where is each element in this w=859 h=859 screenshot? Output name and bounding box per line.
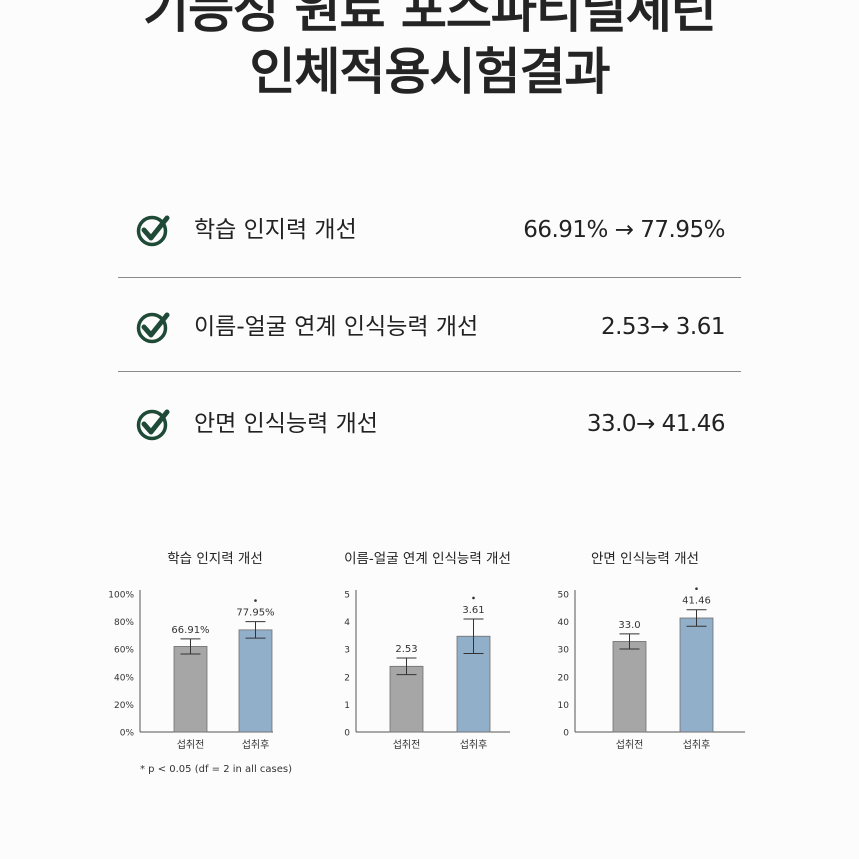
check-circle-icon xyxy=(136,312,170,344)
y-tick-label: 40% xyxy=(114,673,134,683)
data-label: 2.53 xyxy=(395,644,417,655)
bar xyxy=(389,665,424,733)
y-tick-label: 0 xyxy=(344,729,350,739)
result-label: 이름-얼굴 연계 인식능력 개선 xyxy=(194,314,479,340)
chart-name-face: 0 1 2 3 4 5 2.53 섭취전 3.61 섭취후 xyxy=(344,590,510,751)
data-label: 66.91% xyxy=(171,625,209,636)
y-tick-label: 3 xyxy=(344,646,350,656)
y-tick-label: 50 xyxy=(558,591,570,601)
result-row-face: 안면 인식능력 개선 33.0→ 41.46 xyxy=(118,394,741,454)
y-tick-label: 5 xyxy=(344,591,350,601)
bar xyxy=(679,617,714,733)
check-circle-icon xyxy=(136,409,170,441)
result-value: 2.53→ 3.61 xyxy=(600,314,726,340)
data-label: 77.95% xyxy=(236,608,274,619)
y-tick-label: 2 xyxy=(344,673,350,683)
result-row-name-face: 이름-얼굴 연계 인식능력 개선 2.53→ 3.61 xyxy=(118,297,741,357)
bar xyxy=(612,641,647,733)
y-tick-label: 80% xyxy=(114,618,134,628)
y-tick-label: 20 xyxy=(558,673,570,683)
x-tick-label: 섭취전 xyxy=(616,739,644,751)
y-tick-label: 0% xyxy=(120,729,135,739)
y-tick-label: 1 xyxy=(344,701,350,711)
x-tick-label: 섭취전 xyxy=(177,739,205,751)
divider xyxy=(118,277,741,278)
chart-face: 0 10 20 30 40 50 33.0 섭취전 41.46 섭취후 xyxy=(558,587,745,751)
x-tick-label: 섭취후 xyxy=(460,739,488,751)
y-tick-label: 40 xyxy=(558,618,570,628)
x-tick-label: 섭취후 xyxy=(242,739,270,751)
chart-title-learning: 학습 인지력 개선 xyxy=(167,551,263,567)
significance-marker xyxy=(695,587,698,591)
bar xyxy=(173,646,208,733)
result-label: 학습 인지력 개선 xyxy=(194,217,357,243)
y-tick-label: 0 xyxy=(563,729,569,739)
x-tick-label: 섭취후 xyxy=(683,739,711,751)
y-tick-label: 20% xyxy=(114,701,134,711)
result-value: 66.91% → 77.95% xyxy=(523,217,725,243)
divider xyxy=(118,371,741,372)
result-label: 안면 인식능력 개선 xyxy=(194,411,378,437)
footnote: * p < 0.05 (df = 2 in all cases) xyxy=(140,764,293,775)
significance-marker xyxy=(254,599,257,602)
y-tick-label: 60% xyxy=(114,646,134,656)
title-line-1: 기능성 원료 포스파티딜세린 xyxy=(143,0,717,39)
significance-marker xyxy=(472,596,475,600)
bar xyxy=(238,629,273,733)
x-tick-label: 섭취전 xyxy=(393,739,421,751)
y-tick-label: 10 xyxy=(558,701,570,711)
chart-learning: 0% 20% 40% 60% 80% 100% 66.91% 섭취전 77.95% 섭취후 xyxy=(108,590,275,751)
data-label: 3.61 xyxy=(462,605,484,616)
check-circle-icon xyxy=(136,215,170,247)
chart-title-face: 안면 인식능력 개선 xyxy=(591,551,699,567)
y-tick-label: 30 xyxy=(558,646,570,656)
chart-title-name-face: 이름-얼굴 연계 인식능력 개선 xyxy=(344,551,511,567)
y-tick-label: 4 xyxy=(344,618,350,628)
result-value: 33.0→ 41.46 xyxy=(586,411,726,437)
data-label: 33.0 xyxy=(618,620,640,631)
data-label: 41.46 xyxy=(682,596,711,607)
y-tick-label: 100% xyxy=(108,591,134,601)
result-row-learning: 학습 인지력 개선 66.91% → 77.95% xyxy=(118,200,741,260)
title-line-2: 인체적용시험결과 xyxy=(249,43,611,101)
